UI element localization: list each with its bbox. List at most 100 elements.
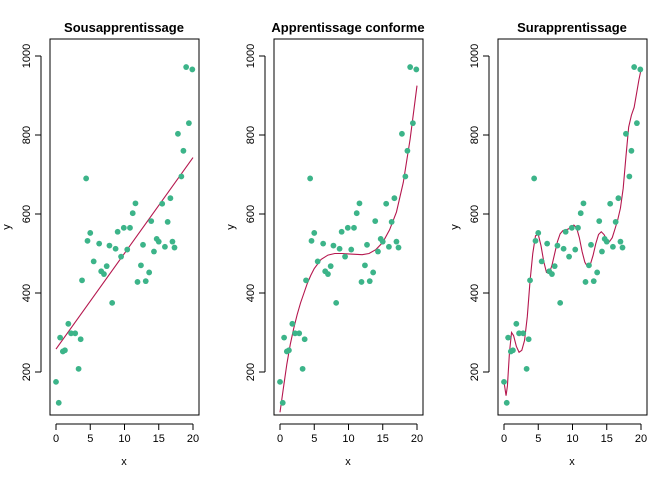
y-tick-label: 600 [469,205,481,223]
data-point [588,241,594,248]
data-point [538,258,545,265]
data-point [615,195,622,202]
data-point [281,334,288,341]
data-point [633,120,640,127]
x-tick-label: 0 [501,433,507,445]
data-point [77,336,84,343]
x-tick-label: 15 [601,433,613,445]
data-point [55,399,62,406]
data-point [327,263,334,270]
data-point [391,195,398,202]
data-point [607,200,614,207]
x-tick-label: 10 [566,433,578,445]
data-point [134,279,141,285]
data-point [409,120,416,127]
data-point [314,258,321,265]
data-point [532,237,539,244]
data-point [336,245,343,252]
data-point [404,147,411,154]
data-point [568,224,575,231]
data-point [386,243,392,250]
x-tick-label: 0 [277,433,283,445]
data-point [617,238,624,245]
y-tick-label: 800 [469,126,481,144]
data-point [379,238,386,245]
data-point [140,241,146,248]
data-point [383,200,390,207]
data-point [362,262,368,269]
data-point [299,365,306,372]
data-point [151,248,157,255]
data-point [594,269,601,276]
data-point [292,330,298,337]
data-point [637,66,644,73]
y-tick-label: 800 [245,126,257,144]
data-point [62,347,68,354]
data-point [407,64,414,70]
data-point [333,299,340,306]
data-point [167,195,174,202]
data-point [178,173,185,180]
data-point [619,244,626,251]
data-point [159,200,166,207]
data-point [142,278,149,285]
data-point [364,241,370,248]
panel-title: Sousapprentissage [64,20,184,35]
data-point [599,248,605,255]
data-point [353,210,360,217]
data-point [375,248,381,255]
data-point [580,200,587,207]
data-point [513,320,520,327]
data-point [586,262,592,269]
data-point [183,64,190,70]
x-tick-label: 5 [535,433,541,445]
data-point [277,378,283,385]
data-point [523,365,530,372]
data-point [146,269,153,276]
data-point [395,244,402,251]
data-point [358,279,365,285]
y-tick-label: 800 [21,126,33,144]
data-point [169,238,176,245]
data-point [114,228,121,235]
plot-frame [49,38,200,416]
data-point [544,240,551,247]
data-point [286,347,292,354]
data-point [53,378,59,385]
data-point [171,244,178,251]
data-point [562,228,569,235]
data-point [503,399,510,406]
x-tick-label: 5 [311,433,317,445]
y-axis-label: y [1,224,13,230]
data-point [372,218,379,225]
data-point [138,262,144,269]
data-point [577,210,584,217]
data-point [325,271,331,277]
data-point [103,263,110,270]
data-point [575,224,581,231]
data-point [596,218,603,225]
data-point [180,147,187,154]
data-point [279,399,286,406]
data-point [175,130,181,137]
data-point [501,378,507,385]
y-tick-label: 400 [469,284,481,302]
y-tick-label: 1000 [469,44,481,68]
data-point [127,224,133,231]
y-tick-label: 1000 [21,44,33,68]
data-point [83,175,90,182]
data-point [164,219,171,225]
data-point [590,278,597,285]
panel-1: Sousapprentissage 0 5 10 15 20 200 400 600 800 100… [1,20,200,468]
data-point [399,130,405,137]
data-point [307,175,314,182]
data-point [610,243,616,250]
data-point [96,240,103,247]
data-point [79,277,85,284]
data-point [582,279,589,285]
data-point [554,242,561,249]
data-point [87,230,94,236]
data-point [344,224,351,231]
data-point [65,320,72,327]
